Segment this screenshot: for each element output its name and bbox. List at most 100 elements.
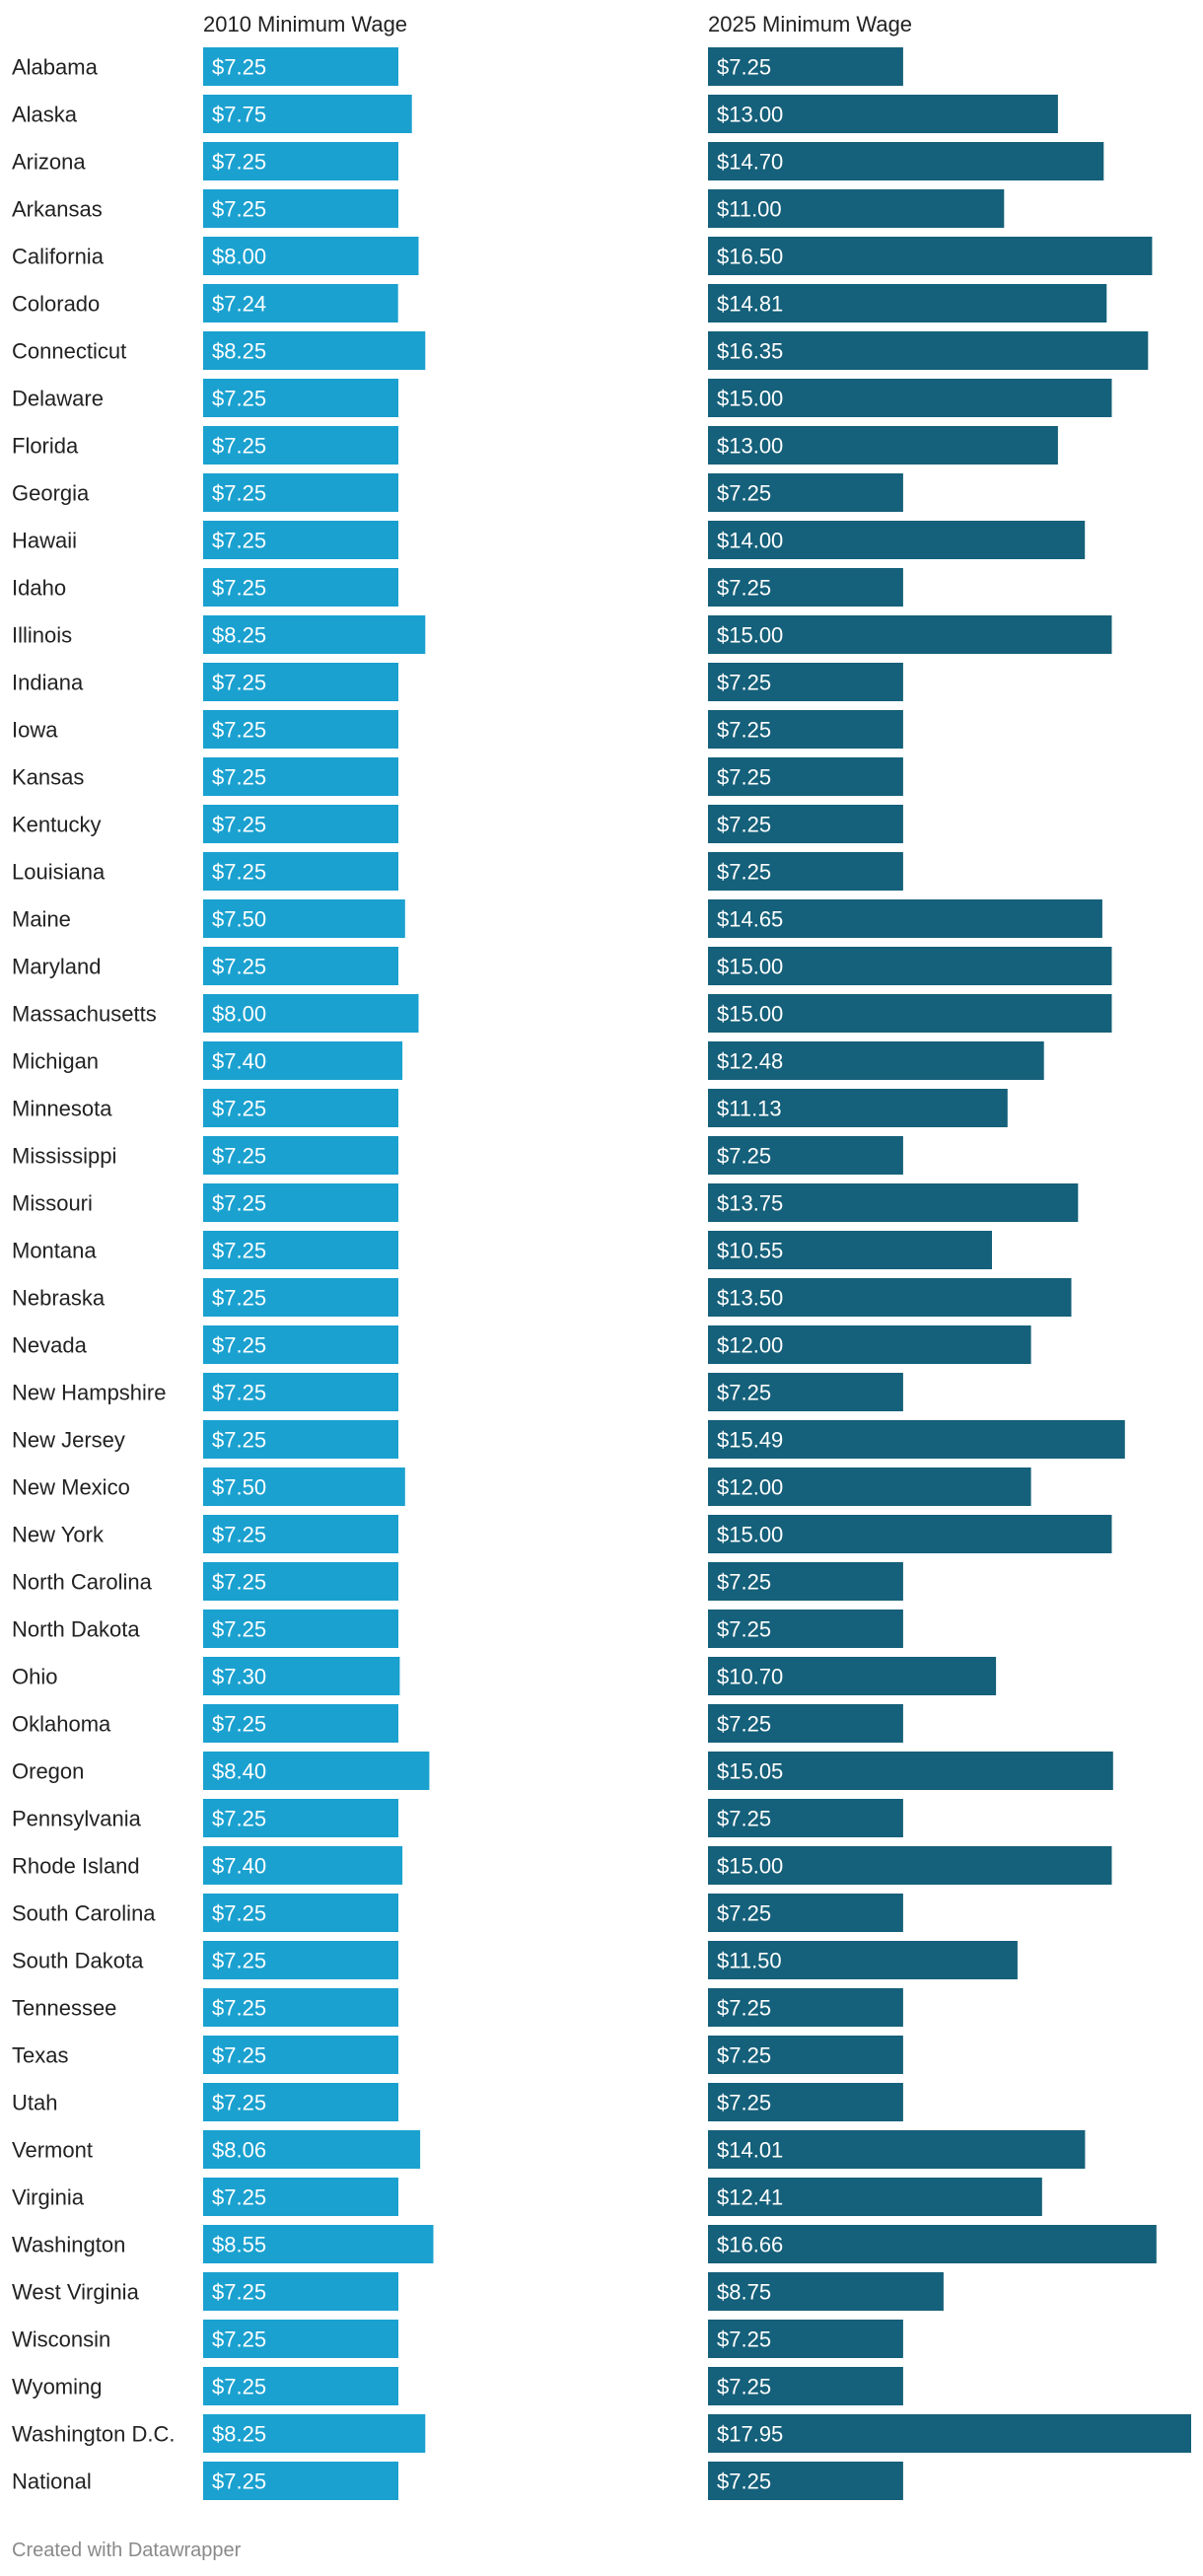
category-label: Delaware	[12, 387, 104, 411]
category-label: Louisiana	[12, 860, 106, 885]
category-label: Kentucky	[12, 813, 102, 837]
bar-2010	[203, 1894, 398, 1932]
bar-2010	[203, 2462, 398, 2500]
bar-2010	[203, 1325, 398, 1364]
category-label: Florida	[12, 434, 79, 459]
bar-2025	[708, 95, 1058, 133]
bar-2010	[203, 710, 398, 749]
value-label: $7.25	[717, 2469, 771, 2494]
bar-2010	[203, 1515, 398, 1553]
bar-2025	[708, 2130, 1086, 2169]
value-label: $7.25	[717, 576, 771, 601]
bar-2025	[708, 1610, 903, 1648]
value-label: $7.25	[212, 1807, 266, 1831]
series-header: 2010 Minimum Wage	[203, 12, 407, 36]
bar-2010	[203, 1183, 398, 1222]
value-label: $7.25	[212, 1617, 266, 1642]
value-label: $10.55	[717, 1239, 783, 1263]
bar-2010	[203, 426, 398, 465]
bar-2010	[203, 615, 426, 654]
bar-2010	[203, 379, 398, 417]
value-label: $10.70	[717, 1665, 783, 1689]
category-label: National	[12, 2469, 92, 2494]
value-label: $14.65	[717, 907, 783, 932]
value-label: $7.25	[212, 2469, 266, 2494]
value-label: $15.00	[717, 955, 783, 979]
category-label: New Jersey	[12, 1428, 125, 1453]
value-label: $7.25	[212, 1144, 266, 1169]
category-label: Montana	[12, 1239, 97, 1263]
bar-2010	[203, 663, 398, 701]
bar-2010	[203, 1467, 405, 1506]
bar-2025	[708, 284, 1107, 322]
bar-2025	[708, 1894, 903, 1932]
bar-2010	[203, 1373, 398, 1411]
category-label: Massachusetts	[12, 1002, 157, 1027]
category-label: Mississippi	[12, 1144, 116, 1169]
value-label: $7.25	[212, 765, 266, 790]
value-label: $7.25	[212, 2327, 266, 2352]
category-label: Connecticut	[12, 339, 126, 364]
value-label: $7.25	[212, 1333, 266, 1358]
category-label: Nebraska	[12, 1286, 106, 1311]
bar-2025	[708, 1136, 903, 1175]
category-label: Idaho	[12, 576, 66, 601]
value-label: $8.00	[212, 245, 266, 269]
bar-2010	[203, 473, 398, 512]
value-label: $11.13	[717, 1097, 782, 1121]
bar-2025	[708, 615, 1112, 654]
category-label: Illinois	[12, 623, 72, 648]
series-header: 2025 Minimum Wage	[708, 12, 912, 36]
value-label: $7.50	[212, 1475, 266, 1500]
category-label: Colorado	[12, 292, 100, 317]
bar-2010	[203, 331, 426, 370]
bar-2025	[708, 1752, 1113, 1790]
value-label: $7.25	[717, 1381, 771, 1405]
value-label: $8.25	[212, 339, 266, 364]
bar-2025	[708, 2320, 903, 2358]
value-label: $7.40	[212, 1854, 266, 1879]
bar-2025	[708, 2462, 903, 2500]
value-label: $7.30	[212, 1665, 266, 1689]
bar-2010	[203, 1988, 398, 2027]
category-label: North Dakota	[12, 1617, 140, 1642]
bar-2025	[708, 521, 1086, 559]
bar-2025	[708, 852, 903, 891]
value-label: $7.25	[212, 1949, 266, 1973]
category-label: Wisconsin	[12, 2327, 110, 2352]
bar-2010	[203, 899, 405, 938]
bar-2025	[708, 663, 903, 701]
value-label: $17.95	[717, 2422, 783, 2447]
value-label: $7.25	[212, 1381, 266, 1405]
bar-2010	[203, 757, 398, 796]
value-label: $7.25	[212, 955, 266, 979]
value-label: $12.00	[717, 1333, 783, 1358]
bar-2025	[708, 1988, 903, 2027]
bar-2025	[708, 1089, 1008, 1127]
category-label: Arkansas	[12, 197, 103, 222]
value-label: $12.41	[717, 2185, 783, 2210]
value-label: $11.00	[717, 197, 782, 222]
bar-2010	[203, 2178, 398, 2216]
value-label: $15.00	[717, 1854, 783, 1879]
value-label: $7.25	[212, 1239, 266, 1263]
bar-2010	[203, 1278, 398, 1317]
bar-2010	[203, 237, 419, 275]
bar-2010	[203, 189, 398, 228]
value-label: $8.06	[212, 2138, 266, 2163]
bar-2025	[708, 1373, 903, 1411]
value-label: $7.75	[212, 103, 266, 127]
value-label: $7.25	[717, 2375, 771, 2399]
bar-2010	[203, 2272, 398, 2311]
value-label: $16.50	[717, 245, 783, 269]
value-label: $7.25	[717, 55, 771, 80]
category-label: Alabama	[12, 55, 99, 80]
bar-2025	[708, 710, 903, 749]
footer-credit: Created with Datawrapper	[12, 2540, 242, 2561]
value-label: $7.25	[212, 671, 266, 695]
value-label: $7.25	[717, 2091, 771, 2115]
value-label: $15.00	[717, 387, 783, 411]
bar-2010	[203, 1610, 398, 1648]
category-label: Maryland	[12, 955, 101, 979]
